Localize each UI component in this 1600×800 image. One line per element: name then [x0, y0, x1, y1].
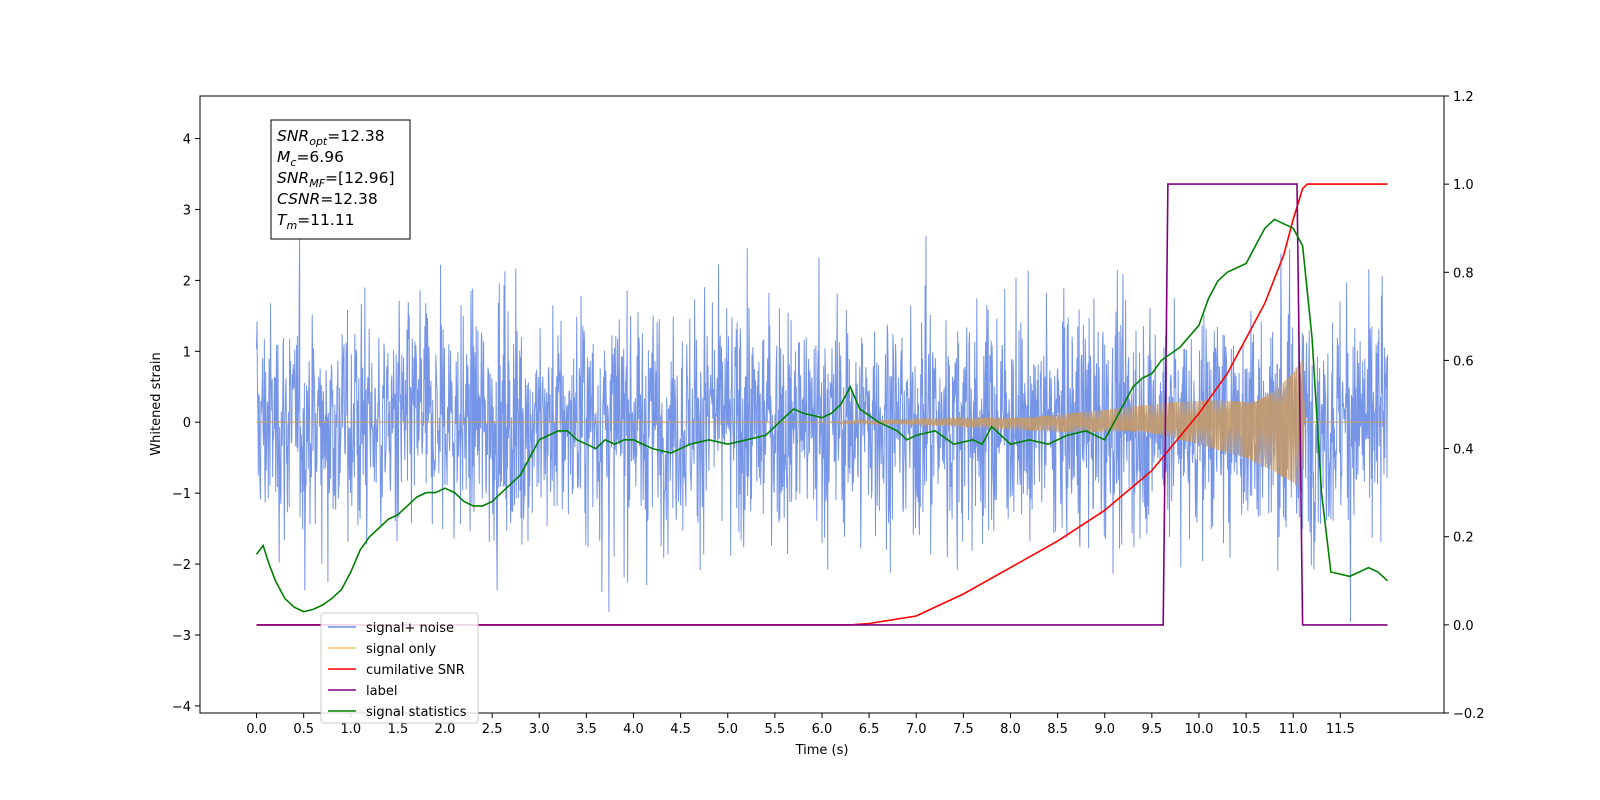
y-tick-label-left: 0: [183, 416, 191, 431]
x-tick-label: 10.5: [1232, 722, 1261, 737]
annotation-subscript: opt: [309, 135, 328, 148]
x-tick-label: 11.5: [1326, 722, 1355, 737]
annotation-frame: [270, 119, 411, 240]
x-tick-label: 5.5: [765, 722, 786, 737]
x-tick-label: 7.5: [953, 722, 974, 737]
x-tick-label: 9.0: [1094, 722, 1115, 737]
x-tick-label: 0.0: [246, 722, 267, 737]
y-tick-label-right: 0.2: [1453, 531, 1474, 546]
y-tick-label-right: 0.6: [1453, 354, 1474, 369]
y-tick-label-right: −0.2: [1453, 707, 1485, 722]
annotation-value: =12.38: [327, 127, 384, 145]
x-tick-label: 7.0: [906, 722, 927, 737]
x-tick-label: 1.0: [340, 722, 361, 737]
legend: signal+ noise signal only cumilative SNR la…: [320, 612, 479, 724]
x-tick-label: 8.5: [1047, 722, 1068, 737]
annotation-line: Tm=11.11: [277, 211, 355, 232]
annotation-symbol: CSNR: [277, 190, 320, 208]
y-tick-label-left: −4: [172, 700, 191, 715]
annotation-line: Mc=6.96: [277, 148, 344, 169]
annotation-subscript: c: [290, 156, 296, 169]
series-signal-only: [256, 359, 1388, 492]
legend-label: signal statistics: [366, 705, 467, 720]
x-tick-label: 0.5: [293, 722, 314, 737]
stats-annotation-box: SNRopt=12.38Mc=6.96SNRMF=[12.96]CSNR=12.…: [270, 119, 411, 240]
series-label: [256, 183, 1388, 626]
x-tick-label: 10.0: [1184, 722, 1213, 737]
x-tick-label: 1.5: [388, 722, 409, 737]
x-tick-label: 8.0: [1000, 722, 1021, 737]
x-tick-label: 3.5: [576, 722, 597, 737]
annotation-line: SNRopt=12.38: [277, 127, 385, 148]
y-tick-label-right: 0.4: [1453, 443, 1474, 458]
annotation-symbol: SNR: [277, 127, 309, 145]
annotation-symbol: T: [277, 211, 288, 229]
annotation-symbol: SNR: [277, 169, 309, 187]
x-axis-label: Time (s): [795, 743, 849, 758]
y-tick-label-left: 3: [183, 203, 191, 218]
legend-label: signal only: [366, 642, 436, 657]
legend-label: signal+ noise: [366, 621, 454, 636]
x-tick-label: 4.0: [623, 722, 644, 737]
x-tick-label: 2.0: [435, 722, 456, 737]
x-tick-label: 5.0: [717, 722, 738, 737]
legend-label: cumilative SNR: [366, 663, 465, 678]
series-layer: [255, 183, 1389, 626]
annotation-line: CSNR=12.38: [277, 190, 378, 208]
series-signal-noise: [256, 235, 1388, 622]
series-signal-statistics: [255, 218, 1389, 613]
annotation-value: =11.11: [297, 211, 354, 229]
y-tick-label-left: −1: [172, 487, 191, 502]
y-tick-label-left: 4: [183, 133, 191, 148]
series-cumulative-snr: [256, 183, 1388, 626]
annotation-subscript: MF: [309, 177, 325, 190]
y-tick-label-left: 1: [183, 345, 191, 360]
y-tick-label-left: −3: [172, 629, 191, 644]
x-axis: 0.0 0.5 1.0 1.5 2.0 2.5 3.0 3.5 4.0 4.5 5.0 5.5 6.0 6…: [246, 713, 1355, 737]
y-axis-label: Whitened strain: [149, 352, 164, 455]
x-tick-label: 11.0: [1279, 722, 1308, 737]
y-tick-label-right: 1.2: [1453, 90, 1474, 105]
annotation-line: SNRMF=[12.96]: [277, 169, 395, 190]
annotation-subscript: m: [286, 219, 297, 232]
x-tick-label: 6.5: [859, 722, 880, 737]
annotation-value: =6.96: [296, 148, 344, 166]
y-axis-right: 1.2 1.0 0.8 0.6 0.4 0.2 0.0 −0.2: [1444, 90, 1485, 722]
x-tick-label: 6.0: [812, 722, 833, 737]
x-tick-label: 2.5: [482, 722, 503, 737]
y-tick-label-right: 1.0: [1453, 178, 1474, 193]
x-tick-label: 9.5: [1142, 722, 1163, 737]
y-tick-label-right: 0.8: [1453, 266, 1474, 281]
annotation-value: =12.38: [320, 190, 377, 208]
y-axis-left: 4 3 2 1 0 −1 −2 −3 −4: [172, 133, 200, 715]
annotation-value: =[12.96]: [325, 169, 394, 187]
x-tick-label: 3.0: [529, 722, 550, 737]
legend-frame: [320, 612, 479, 724]
legend-label: label: [366, 684, 397, 699]
y-tick-label-left: 2: [183, 274, 191, 289]
y-tick-label-left: −2: [172, 558, 191, 573]
x-tick-label: 4.5: [670, 722, 691, 737]
annotation-symbol: M: [277, 148, 290, 166]
y-tick-label-right: 0.0: [1453, 619, 1474, 634]
